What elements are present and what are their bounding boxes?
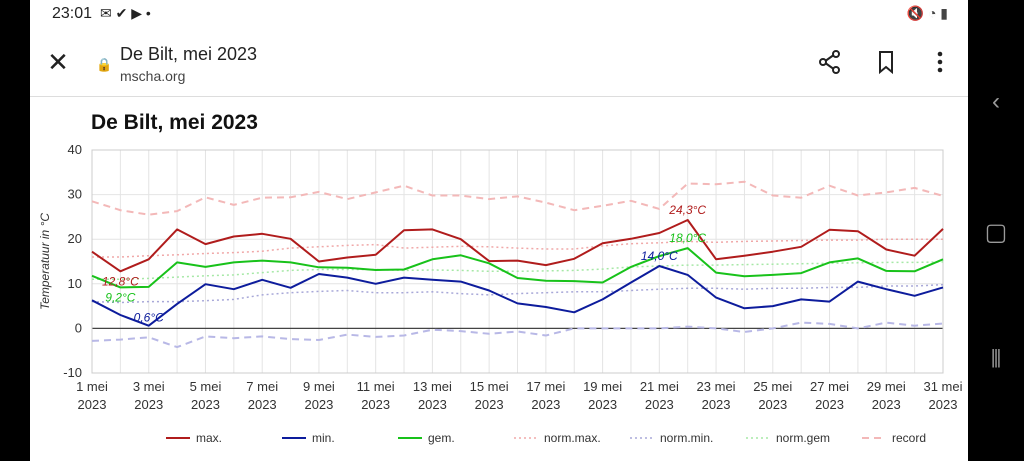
y-tick-label: 10 <box>68 276 82 291</box>
series-line-normmin-4 <box>91 283 944 304</box>
page-url[interactable]: mscha.org <box>120 68 186 84</box>
x-tick-label: 15 mei <box>470 379 509 394</box>
legend-label: norm.gem <box>776 431 830 445</box>
legend-label: max. <box>196 431 222 445</box>
x-tick-label: 27 mei <box>810 379 849 394</box>
series-line-record-6 <box>91 180 944 216</box>
home-icon[interactable]: ▢ <box>984 219 1008 246</box>
x-tick-label: 25 mei <box>753 379 792 394</box>
x-tick-label: 31 mei <box>923 379 962 394</box>
y-tick-label: -10 <box>63 365 82 380</box>
x-tick-year: 2023 <box>418 397 447 412</box>
series-line-record-7 <box>91 321 944 349</box>
bookmark-icon[interactable] <box>872 48 900 76</box>
x-tick-year: 2023 <box>929 397 958 412</box>
notification-icons: ✉ ✔ ▶ • <box>100 5 151 21</box>
legend-label: record <box>892 431 926 445</box>
data-annotation: 0,6°C <box>134 311 164 325</box>
legend-label: min. <box>312 431 335 445</box>
x-tick-label: 11 mei <box>357 379 395 394</box>
page-content: De Bilt, mei 2023 -10 0 10 20 30 40 Temperatuu… <box>30 97 968 461</box>
y-tick-label: 20 <box>68 231 82 246</box>
x-tick-year: 2023 <box>702 397 731 412</box>
system-status-icons: 🔇 ◔ ▮ <box>906 5 948 21</box>
data-annotation: 14,0°C <box>641 249 678 263</box>
more-options-icon[interactable] <box>926 48 954 76</box>
x-tick-label: 23 mei <box>697 379 736 394</box>
x-tick-year: 2023 <box>304 397 333 412</box>
x-tick-label: 17 mei <box>526 379 565 394</box>
y-tick-label: 40 <box>68 142 82 157</box>
x-tick-label: 7 mei <box>246 379 278 394</box>
x-tick-label: 1 mei <box>76 379 108 394</box>
browser-window: 23:01 ✉ ✔ ▶ • 🔇 ◔ ▮ ✕ 🔒 De Bilt, mei 202… <box>30 0 968 461</box>
navigation-bar: ‹ ▢ ⦀ <box>968 0 1024 461</box>
series-line-normmax-3 <box>92 238 943 258</box>
x-tick-year: 2023 <box>815 397 844 412</box>
x-tick-year: 2023 <box>248 397 277 412</box>
data-annotation: 12,8°C <box>102 274 139 288</box>
data-annotation: 9,2°C <box>105 290 135 304</box>
y-axis-label: Temperatuur in °C <box>38 213 52 310</box>
x-tick-label: 19 mei <box>583 379 622 394</box>
legend-label: norm.max. <box>544 431 601 445</box>
y-tick-label: 30 <box>68 187 82 202</box>
x-tick-year: 2023 <box>361 397 390 412</box>
custom-tab-toolbar: ✕ 🔒 De Bilt, mei 2023 mscha.org <box>30 28 968 97</box>
x-tick-year: 2023 <box>645 397 674 412</box>
x-tick-label: 3 mei <box>133 379 165 394</box>
plot-area-frame <box>91 149 944 374</box>
lock-icon[interactable]: 🔒 <box>96 57 113 72</box>
x-tick-year: 2023 <box>758 397 787 412</box>
x-tick-label: 29 mei <box>867 379 906 394</box>
back-icon[interactable]: ‹ <box>992 88 1000 115</box>
series-line-max-0 <box>91 219 944 273</box>
y-tick-label: 0 <box>75 320 82 335</box>
close-icon[interactable]: ✕ <box>47 47 69 77</box>
recent-apps-icon[interactable]: ⦀ <box>990 346 1002 373</box>
x-tick-year: 2023 <box>78 397 107 412</box>
status-time: 23:01 <box>52 5 93 22</box>
x-tick-label: 21 mei <box>640 379 679 394</box>
x-tick-year: 2023 <box>475 397 504 412</box>
series-line-min-1 <box>91 265 944 327</box>
x-tick-year: 2023 <box>872 397 901 412</box>
chart-title: De Bilt, mei 2023 <box>91 111 258 134</box>
data-annotation: 18,0°C <box>669 231 706 245</box>
x-tick-label: 5 mei <box>190 379 222 394</box>
series-line-gem-2 <box>91 247 944 289</box>
x-tick-label: 9 mei <box>303 379 335 394</box>
series-line-normgem-5 <box>92 261 944 281</box>
x-tick-year: 2023 <box>134 397 163 412</box>
x-tick-year: 2023 <box>531 397 560 412</box>
x-tick-year: 2023 <box>191 397 220 412</box>
legend-label: norm.min. <box>660 431 713 445</box>
legend-label: gem. <box>428 431 455 445</box>
share-icon[interactable] <box>816 48 844 76</box>
data-annotation: 24,3°C <box>668 203 706 217</box>
x-tick-year: 2023 <box>588 397 617 412</box>
x-tick-label: 13 mei <box>413 379 452 394</box>
temperature-chart: -10 0 10 20 30 40 Temperatuur in °C 1 mei 2023 3 … <box>38 142 963 445</box>
status-bar: 23:01 ✉ ✔ ▶ • 🔇 ◔ ▮ <box>30 0 968 28</box>
page-title[interactable]: De Bilt, mei 2023 <box>120 44 258 64</box>
